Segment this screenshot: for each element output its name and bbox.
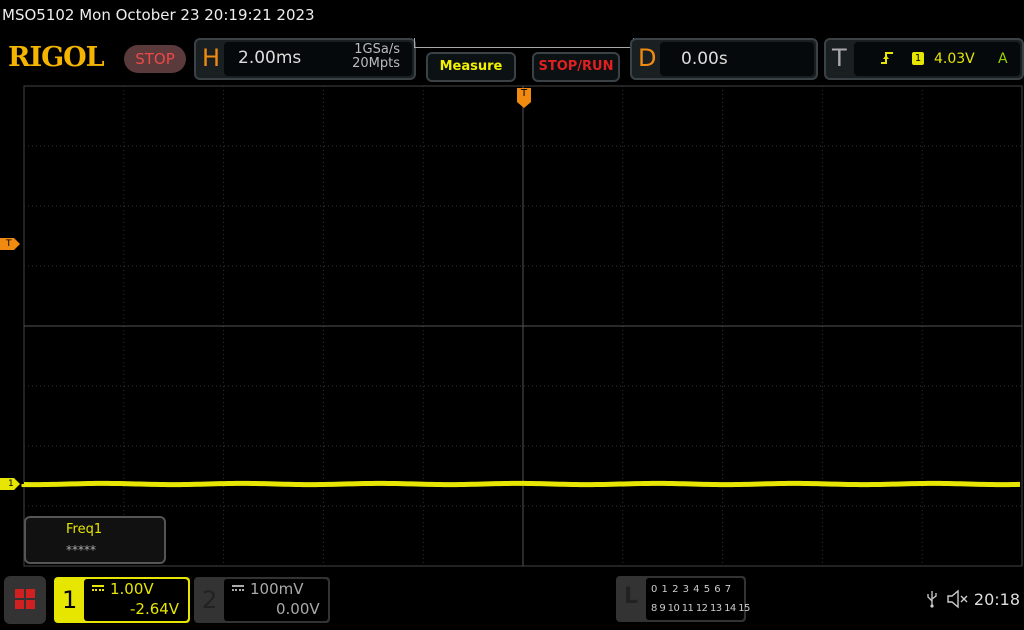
dc-coupling-icon <box>92 585 104 591</box>
channel2-panel[interactable] <box>194 577 330 623</box>
trigger-level-marker[interactable]: T <box>0 238 20 250</box>
channel1-offset: -2.64V <box>130 600 180 618</box>
horizontal-letter: H <box>202 44 221 72</box>
timebase-value: 2.00ms <box>238 48 302 68</box>
logic-channels-row1: 0 1 2 3 4 5 6 7 <box>651 584 732 595</box>
speaker-muted-icon[interactable] <box>946 589 970 609</box>
rigol-logo: RIGOL <box>8 42 105 73</box>
grid-menu-icon <box>15 589 35 609</box>
trigger-letter: T <box>832 44 847 72</box>
usb-icon <box>927 591 937 608</box>
clock: 20:18 <box>973 590 1020 609</box>
channel1-scale: 1.00V <box>110 580 154 598</box>
trigger-mode: A <box>998 51 1008 67</box>
stop-run-button[interactable]: STOP/RUN <box>532 52 620 82</box>
measurement-box[interactable] <box>24 516 166 564</box>
delay-panel[interactable]: D <box>630 38 818 80</box>
horizontal-panel[interactable]: H <box>194 38 416 80</box>
sample-info: 1GSa/s 20Mpts <box>330 43 400 71</box>
memory-depth: 20Mpts <box>352 56 400 71</box>
channel2-offset: 0.00V <box>276 600 320 618</box>
trigger-source: 1 <box>912 52 924 65</box>
logic-letter: L <box>624 584 639 609</box>
delay-value: 0.00s <box>681 49 728 69</box>
window-title: MSO5102 Mon October 23 20:19:21 2023 <box>2 6 315 24</box>
run-status-badge: STOP <box>124 45 186 73</box>
channel2-number: 2 <box>202 586 218 614</box>
trigger-level: 4.03V <box>934 51 975 67</box>
logic-analyzer-panel[interactable] <box>616 576 746 622</box>
channel1-number: 1 <box>62 586 78 614</box>
logic-channels-row2: 8 9 10 11 12 13 14 15 <box>651 603 750 614</box>
delay-letter: D <box>638 44 657 72</box>
channel1-offset-marker[interactable]: 1 <box>0 478 20 490</box>
trigger-position-marker[interactable]: T <box>517 88 531 108</box>
channel2-scale: 100mV <box>250 580 304 598</box>
channel1-panel[interactable] <box>54 577 190 623</box>
rising-edge-icon <box>881 52 893 64</box>
sample-rate: 1GSa/s <box>354 42 400 57</box>
trigger-panel[interactable]: T <box>824 38 1024 80</box>
measurement-value: ***** <box>66 543 96 557</box>
channel1-trace <box>21 480 1021 488</box>
main-menu-button[interactable] <box>4 576 46 624</box>
measurement-name: Freq1 <box>66 522 103 537</box>
dc-coupling-icon <box>232 585 244 591</box>
measure-button[interactable]: Measure <box>426 52 516 82</box>
